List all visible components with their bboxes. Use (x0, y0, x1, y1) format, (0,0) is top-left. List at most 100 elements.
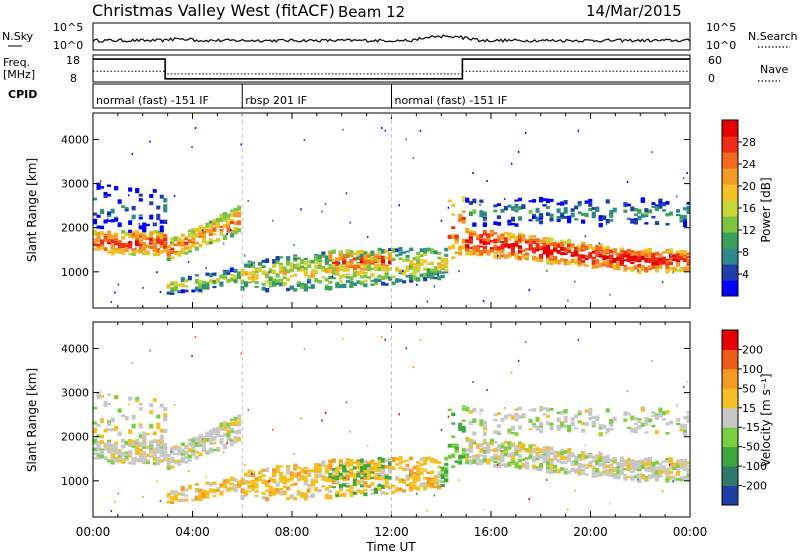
velocity-echo-cell (163, 451, 168, 455)
power-echo-cell (423, 247, 428, 252)
velocity-echo-cell (458, 455, 463, 459)
power-echo-cell (665, 223, 670, 226)
power-echo-cell (335, 269, 340, 275)
power-echo-cell (331, 249, 336, 254)
power-echo-cell (307, 286, 312, 289)
velocity-echo-cell (100, 452, 105, 458)
power-echo-cell (121, 230, 126, 234)
power-echo-cell (180, 283, 185, 288)
velocity-echo-cell (173, 452, 178, 456)
velocity-echo-cell (149, 454, 154, 458)
velocity-echo-cell (665, 478, 670, 483)
velocity-echo-cell (507, 441, 512, 446)
velocity-echo-cell (96, 456, 101, 460)
velocity-echo-cell (314, 479, 319, 484)
velocity-noise-cell (191, 355, 193, 358)
power-echo-cell (654, 207, 659, 211)
power-echo-cell (395, 254, 400, 257)
power-echo-cell (363, 260, 368, 265)
velocity-echo-cell (131, 442, 136, 447)
power-noise-cell (433, 285, 436, 288)
velocity-echo-cell (398, 478, 403, 482)
power-echo-cell (212, 285, 217, 289)
velocity-echo-cell (100, 434, 105, 439)
power-echo-cell (412, 256, 417, 261)
velocity-echo-cell (149, 447, 154, 453)
velocity-echo-cell (345, 482, 350, 485)
velocity-echo-cell (475, 443, 480, 448)
power-echo-cell (398, 257, 403, 261)
velocity-echo-cell (152, 450, 157, 453)
velocity-echo-cell (222, 485, 227, 488)
velocity-echo-cell (546, 466, 551, 470)
power-echo-cell (567, 218, 572, 224)
velocity-echo-cell (135, 443, 140, 448)
velocity-echo-cell (307, 495, 312, 498)
power-echo-cell (591, 207, 596, 210)
power-echo-cell (163, 246, 168, 249)
velocity-echo-cell (96, 395, 101, 399)
freq-trace (93, 58, 690, 80)
velocity-echo-cell (409, 473, 414, 477)
velocity-echo-cell (247, 471, 252, 476)
power-noise-cell (405, 138, 407, 141)
power-echo-cell (131, 249, 136, 254)
power-echo-cell (201, 236, 206, 240)
velocity-echo-cell (560, 410, 565, 415)
power-echo-cell (623, 254, 628, 258)
power-echo-cell (668, 261, 673, 265)
velocity-echo-cell (107, 447, 112, 450)
velocity-echo-cell (472, 407, 477, 413)
power-echo-cell (191, 241, 196, 244)
velocity-echo-cell (619, 468, 624, 473)
velocity-echo-cell (574, 460, 579, 465)
velocity-echo-cell (496, 447, 501, 452)
power-echo-cell (373, 268, 378, 272)
power-echo-cell (493, 238, 498, 244)
freq-label-line2: [MHz] (3, 68, 35, 81)
velocity-echo-cell (651, 411, 656, 415)
power-echo-cell (654, 204, 659, 208)
power-noise-cell (156, 271, 158, 274)
velocity-echo-cell (493, 460, 498, 463)
velocity-echo-cell (395, 475, 400, 480)
velocity-echo-cell (539, 423, 544, 426)
power-echo-cell (535, 216, 540, 222)
velocity-echo-cell (447, 408, 452, 412)
velocity-echo-cell (640, 459, 645, 462)
velocity-noise-cell (324, 412, 327, 414)
power-echo-cell (651, 265, 656, 270)
velocity-echo-cell (532, 467, 537, 470)
power-echo-cell (191, 233, 196, 239)
velocity-echo-cell (359, 458, 364, 463)
velocity-echo-cell (208, 440, 213, 445)
power-echo-cell (328, 275, 333, 280)
velocity-echo-cell (152, 398, 157, 402)
velocity-echo-cell (384, 478, 389, 483)
power-noise-cell (384, 129, 386, 132)
power-echo-cell (247, 281, 252, 284)
power-echo-cell (377, 259, 382, 263)
power-echo-cell (265, 280, 270, 283)
power-echo-cell (349, 284, 354, 288)
power-echo-cell (419, 248, 424, 253)
velocity-echo-cell (528, 444, 533, 449)
power-echo-cell (233, 221, 238, 225)
velocity-echo-cell (633, 429, 638, 434)
velocity-echo-cell (145, 453, 150, 457)
power-echo-cell (672, 255, 677, 260)
velocity-echo-cell (496, 425, 501, 428)
power-echo-cell (391, 275, 396, 279)
velocity-echo-cell (114, 449, 119, 454)
power-echo-cell (388, 260, 393, 265)
velocity-echo-cell (237, 429, 242, 435)
power-echo-cell (300, 267, 305, 272)
power-echo-cell (352, 271, 357, 277)
power-echo-cell (219, 217, 224, 222)
power-noise-cell (173, 194, 176, 197)
power-echo-cell (205, 283, 210, 288)
power-echo-cell (581, 263, 586, 266)
velocity-echo-cell (584, 422, 589, 427)
velocity-echo-cell (328, 472, 333, 475)
velocity-echo-cell (352, 474, 357, 479)
